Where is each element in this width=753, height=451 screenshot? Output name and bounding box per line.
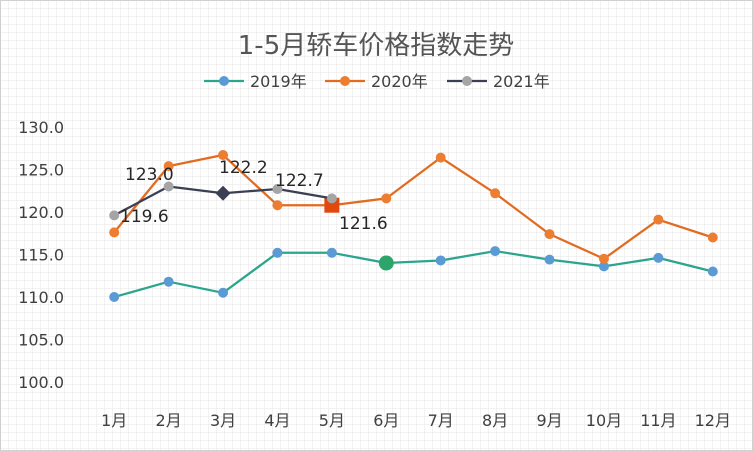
x-tick-label: 12月 [695,411,731,430]
data-point [163,161,174,172]
x-tick-label: 11月 [640,411,676,430]
y-tick-label: 115.0 [18,246,64,265]
data-point [109,227,120,238]
data-labels: 123.0 119.6 122.2 122.7 121.6 [120,158,388,234]
data-point [707,266,718,277]
data-point [326,247,337,258]
series-line [113,153,714,260]
data-point [707,232,718,243]
chart-title: 1-5月轿车价格指数走势 [238,31,514,61]
data-point [490,246,501,257]
legend-marker [219,76,229,86]
x-axis: 1月 2月 3月 4月 5月 6月 7月 8月 9月 10月 11月 12月 [101,411,731,430]
legend-marker [462,76,472,86]
data-point [109,210,120,221]
data-point [435,255,446,266]
x-tick-label: 9月 [536,411,562,430]
y-tick-label: 110.0 [18,288,64,307]
y-tick-label: 120.0 [18,203,64,222]
data-point [163,276,174,287]
x-tick-label: 6月 [373,411,399,430]
data-point [653,214,664,225]
data-label: 122.7 [275,171,324,191]
data-point [272,200,283,211]
x-tick-label: 7月 [428,411,454,430]
data-point-highlight [215,185,231,201]
x-tick-label: 2月 [156,411,182,430]
data-point [109,292,120,302]
series-line [113,249,714,299]
y-tick-label: 105.0 [18,331,64,350]
data-point [163,181,174,192]
series-layer [109,150,718,302]
legend-label: 2020年 [371,72,428,91]
data-point [544,254,555,265]
legend-label: 2021年 [493,72,550,91]
data-point [272,247,283,258]
data-point [326,193,337,204]
x-tick-label: 10月 [586,411,622,430]
x-tick-label: 4月 [264,411,290,430]
x-tick-label: 3月 [210,411,236,430]
x-tick-label: 8月 [482,411,508,430]
data-point [653,252,664,263]
data-point [218,150,229,161]
data-label: 119.6 [120,207,169,227]
series-0 [109,246,718,302]
data-point [435,152,446,163]
y-tick-label: 130.0 [18,118,64,137]
legend-marker [340,76,350,86]
x-tick-label: 1月 [101,411,127,430]
data-point [490,188,501,199]
y-tick-label: 125.0 [18,161,64,180]
data-point [381,193,392,204]
y-axis: 100.0 105.0 110.0 115.0 120.0 125.0 130.0 [18,118,64,392]
data-label: 123.0 [125,165,174,185]
y-tick-label: 100.0 [18,373,64,392]
data-point [544,229,555,240]
series-2 [109,181,337,221]
data-point-highlight [378,255,394,271]
legend-label: 2019年 [250,72,307,91]
data-point [598,261,609,272]
data-point [598,253,609,264]
legend: 2019年 2020年 2021年 [204,72,550,91]
data-label: 121.6 [339,214,388,234]
data-label: 122.2 [219,158,268,178]
data-point [218,287,229,298]
data-point [272,184,283,195]
x-tick-label: 5月 [319,411,345,430]
